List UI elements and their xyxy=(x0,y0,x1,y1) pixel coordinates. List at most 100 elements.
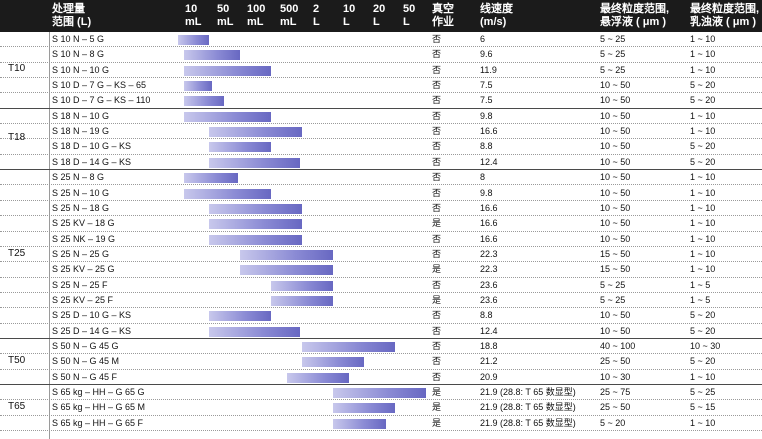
suspension-size: 10 ~ 50 xyxy=(600,187,631,198)
table-row: S 65 kg – HH – G 65 M 是 21.9 (28.8: T 65 数… xyxy=(0,400,762,416)
capacity-range-bar xyxy=(271,295,333,306)
group-divider xyxy=(0,169,762,171)
table-header: 处理量 范围 (L) 10 mL 50 mL 100 mL 500 mL 2 L… xyxy=(0,0,762,32)
table-row: S 25 N – 18 G 否 16.6 10 ~ 50 1 ~ 10 xyxy=(0,201,762,217)
table-row: S 10 D – 7 G – KS – 110 否 7.5 10 ~ 50 5 ~ 20 xyxy=(0,93,762,109)
suspension-size: 5 ~ 25 xyxy=(600,294,626,305)
speed-value: 6 xyxy=(480,34,486,44)
emulsion-size: 1 ~ 10 xyxy=(690,202,716,213)
table-row: S 25 KV – 18 G 是 16.6 10 ~ 50 1 ~ 10 xyxy=(0,216,762,232)
speed-value: 21.2 xyxy=(480,356,498,367)
vacuum-value: 是 xyxy=(432,218,442,229)
suspension-size: 5 ~ 25 xyxy=(600,279,626,290)
table-row: S 10 D – 7 G – KS – 65 否 7.5 10 ~ 50 5 ~ 20 xyxy=(0,78,762,94)
table-row: S 18 D – 10 G – KS 否 8.8 10 ~ 50 5 ~ 20 xyxy=(0,139,762,155)
emulsion-size: 5 ~ 15 xyxy=(690,402,716,413)
table-row: S 18 N – 19 G 否 16.6 10 ~ 50 1 ~ 10 xyxy=(0,124,762,140)
speed-value: 22.3 xyxy=(480,248,498,259)
capacity-range-bar xyxy=(184,173,239,184)
suspension-size: 15 ~ 50 xyxy=(600,264,631,275)
group-label: T25 xyxy=(8,247,26,259)
header-model: 处理量 范围 (L) xyxy=(52,3,92,28)
capacity-range-bar xyxy=(302,357,364,368)
speed-value: 20.9 xyxy=(480,371,498,382)
vacuum-value: 否 xyxy=(432,371,442,382)
model-name: S 10 N – 8 G xyxy=(52,49,105,60)
emulsion-size: 1 ~ 5 xyxy=(690,294,711,305)
speed-value: 8.8 xyxy=(480,141,493,152)
emulsion-size: 1 ~ 10 xyxy=(690,187,716,198)
model-name: S 25 KV – 18 G xyxy=(52,218,115,229)
emulsion-size: 1 ~ 10 xyxy=(690,371,716,382)
suspension-size: 25 ~ 50 xyxy=(600,402,631,413)
emulsion-size: 1 ~ 10 xyxy=(690,49,716,60)
model-name: S 25 N – 25 F xyxy=(52,279,108,290)
table-row: S 50 N – G 45 F 否 20.9 10 ~ 30 1 ~ 10 xyxy=(0,370,762,386)
emulsion-size: 1 ~ 10 xyxy=(690,264,716,275)
emulsion-size: 5 ~ 20 xyxy=(690,310,716,321)
suspension-size: 5 ~ 25 xyxy=(600,34,626,44)
emulsion-size: 1 ~ 10 xyxy=(690,172,716,183)
model-name: S 18 D – 14 G – KS xyxy=(52,156,132,167)
header-scale-20l: 20 L xyxy=(373,3,386,28)
speed-value: 21.9 (28.8: T 65 数显型) xyxy=(480,402,576,413)
capacity-range-bar xyxy=(333,403,395,414)
speed-value: 9.8 xyxy=(480,110,493,121)
model-name: S 25 D – 10 G – KS xyxy=(52,310,132,321)
table-row: S 10 N – 5 G 否 6 5 ~ 25 1 ~ 10 xyxy=(0,32,762,48)
model-name: S 25 KV – 25 F xyxy=(52,294,114,305)
vacuum-value: 否 xyxy=(432,80,442,91)
capacity-range-bar xyxy=(209,127,302,138)
emulsion-size: 5 ~ 20 xyxy=(690,356,716,367)
model-name: S 65 kg – HH – G 65 G xyxy=(52,387,145,398)
speed-value: 9.8 xyxy=(480,187,493,198)
header-scale-50l: 50 L xyxy=(403,3,416,28)
header-scale-500ml: 500 mL xyxy=(280,3,299,28)
suspension-size: 25 ~ 50 xyxy=(600,356,631,367)
vacuum-value: 否 xyxy=(432,325,442,336)
speed-value: 21.9 (28.8: T 65 数显型) xyxy=(480,417,576,428)
speed-value: 11.9 xyxy=(480,64,497,75)
header-speed: 线速度 (m/s) xyxy=(480,3,513,28)
vacuum-value: 否 xyxy=(432,141,442,152)
emulsion-size: 1 ~ 10 xyxy=(690,218,716,229)
speed-value: 16.6 xyxy=(480,202,498,213)
table-row: S 25 N – 10 G 否 9.8 10 ~ 50 1 ~ 10 xyxy=(0,186,762,201)
table-row: S 25 N – 25 G 否 22.3 15 ~ 50 1 ~ 10 xyxy=(0,247,762,263)
capacity-range-bar xyxy=(209,219,302,230)
model-name: S 50 N – G 45 M xyxy=(52,356,120,367)
suspension-size: 10 ~ 50 xyxy=(600,233,631,244)
capacity-range-bar xyxy=(178,35,209,45)
capacity-range-bar xyxy=(333,388,426,399)
table-row: S 65 kg – HH – G 65 G 是 21.9 (28.8: T 65 数… xyxy=(0,385,762,401)
header-scale-10ml: 10 mL xyxy=(185,3,202,28)
emulsion-size: 1 ~ 10 xyxy=(690,34,716,44)
table-row: S 25 D – 14 G – KS 否 12.4 10 ~ 50 5 ~ 20 xyxy=(0,324,762,339)
group-label: T50 xyxy=(8,355,26,367)
vacuum-value: 否 xyxy=(432,310,442,321)
emulsion-size: 1 ~ 10 xyxy=(690,417,716,428)
capacity-range-bar xyxy=(209,142,271,153)
model-name: S 25 D – 14 G – KS xyxy=(52,325,132,336)
speed-value: 7.5 xyxy=(480,80,493,91)
vacuum-value: 是 xyxy=(432,294,442,305)
suspension-size: 10 ~ 50 xyxy=(600,218,631,229)
vacuum-value: 否 xyxy=(432,248,442,259)
capacity-range-bar xyxy=(184,188,271,199)
speed-value: 23.6 xyxy=(480,294,498,305)
suspension-size: 15 ~ 50 xyxy=(600,248,631,259)
table-row: S 25 KV – 25 F 是 23.6 5 ~ 25 1 ~ 5 xyxy=(0,293,762,309)
capacity-range-bar xyxy=(240,249,333,260)
vacuum-value: 否 xyxy=(432,356,442,367)
capacity-range-bar xyxy=(209,203,302,214)
vacuum-value: 否 xyxy=(432,172,442,183)
vacuum-value: 否 xyxy=(432,126,442,137)
vacuum-value: 是 xyxy=(432,387,442,398)
capacity-range-bar xyxy=(184,81,213,92)
suspension-size: 25 ~ 75 xyxy=(600,387,631,398)
vacuum-value: 是 xyxy=(432,417,442,428)
group-divider xyxy=(0,107,762,109)
column-divider xyxy=(49,32,50,439)
capacity-range-bar xyxy=(184,96,225,107)
suspension-size: 10 ~ 30 xyxy=(600,371,631,382)
